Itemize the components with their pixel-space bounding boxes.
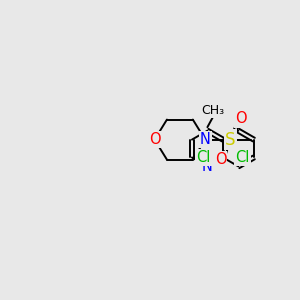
Text: CH₃: CH₃ xyxy=(202,104,225,118)
Text: Cl: Cl xyxy=(196,150,210,165)
Text: N: N xyxy=(200,132,211,147)
Text: N: N xyxy=(202,159,213,174)
Text: Cl: Cl xyxy=(236,150,250,165)
Text: O: O xyxy=(236,112,247,127)
Text: S: S xyxy=(225,130,236,148)
Text: O: O xyxy=(215,152,226,167)
Text: O: O xyxy=(149,132,161,147)
